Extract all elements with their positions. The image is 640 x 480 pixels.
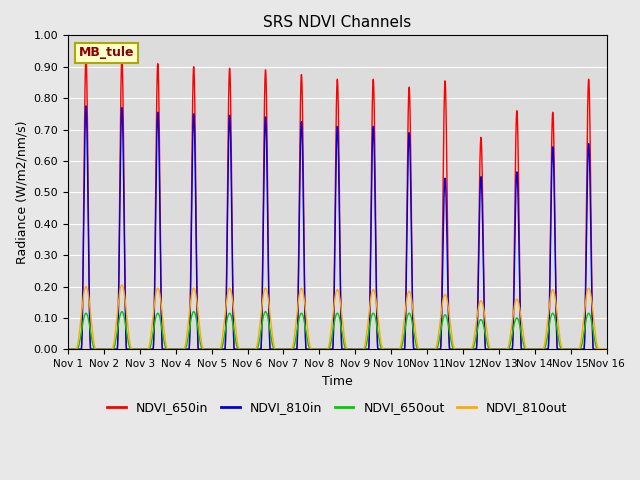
NDVI_810in <box>482 347 490 352</box>
NDVI_650in <box>82 54 90 60</box>
NDVI_810out <box>118 282 125 288</box>
NDVI_810out <box>506 338 513 344</box>
NDVI_650out <box>125 340 132 346</box>
NDVI_650out <box>436 329 444 335</box>
NDVI_810out <box>112 325 120 331</box>
NDVI_650out <box>486 347 494 352</box>
Line: NDVI_650in: NDVI_650in <box>68 57 607 349</box>
NDVI_810in <box>509 316 517 322</box>
NDVI_810in <box>64 347 72 352</box>
NDVI_810in <box>119 139 127 145</box>
NDVI_650in <box>64 347 72 352</box>
NDVI_810in <box>603 347 611 352</box>
Line: NDVI_650out: NDVI_650out <box>68 312 607 349</box>
NDVI_650in <box>509 306 517 312</box>
NDVI_650in <box>119 97 127 103</box>
NDVI_650in <box>439 211 447 217</box>
NDVI_810out <box>120 291 128 297</box>
NDVI_810out <box>64 347 72 352</box>
NDVI_650in <box>122 300 129 306</box>
Text: MB_tule: MB_tule <box>79 47 134 60</box>
X-axis label: Time: Time <box>322 374 353 387</box>
NDVI_650out <box>64 347 72 352</box>
Y-axis label: Radiance (W/m2/nm/s): Radiance (W/m2/nm/s) <box>15 120 28 264</box>
NDVI_810out <box>487 347 495 352</box>
NDVI_810in <box>82 103 90 109</box>
NDVI_650out <box>506 341 514 347</box>
NDVI_650in <box>482 347 490 352</box>
NDVI_810out <box>436 319 444 324</box>
NDVI_650in <box>115 245 123 251</box>
NDVI_810out <box>125 336 133 342</box>
Legend: NDVI_650in, NDVI_810in, NDVI_650out, NDVI_810out: NDVI_650in, NDVI_810in, NDVI_650out, NDV… <box>102 396 572 420</box>
Title: SRS NDVI Channels: SRS NDVI Channels <box>263 15 412 30</box>
NDVI_650out <box>113 334 120 340</box>
Line: NDVI_810out: NDVI_810out <box>68 285 607 349</box>
NDVI_810in <box>122 308 129 314</box>
NDVI_650in <box>603 347 611 352</box>
NDVI_810out <box>603 347 611 352</box>
NDVI_650out <box>118 309 125 314</box>
NDVI_810in <box>439 260 447 266</box>
NDVI_650out <box>120 314 128 320</box>
Line: NDVI_810in: NDVI_810in <box>68 106 607 349</box>
NDVI_650out <box>603 347 611 352</box>
NDVI_810in <box>115 262 123 268</box>
